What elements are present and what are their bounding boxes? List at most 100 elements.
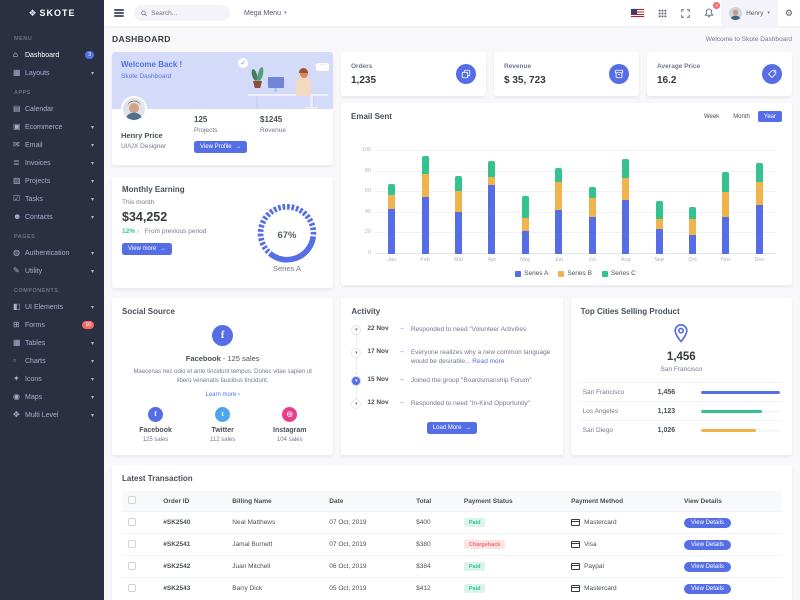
twitter-icon: t — [215, 406, 231, 422]
bar-segment-series-c — [455, 175, 463, 192]
chart-gridline — [375, 232, 776, 234]
table-row: #SK2543 Barry Dick 05 Oct, 2019 $412 Paid Mas… — [122, 577, 782, 599]
social-account-name: Instagram — [273, 426, 307, 434]
range-button-month[interactable]: Month — [733, 113, 750, 120]
sidebar-item-projects[interactable]: ▧ Projects ▾ — [0, 172, 104, 190]
top-cities-table: San Francisco 1,456 Los Angeles 1,123 San Di… — [580, 382, 782, 439]
user-menu-button[interactable]: Henry ▾ — [721, 0, 778, 26]
profile-stat-revenue: $1245 Revenue — [260, 115, 287, 134]
activity-date: 22 Nov — [367, 325, 389, 332]
mega-menu-button[interactable]: Mega Menu ▾ — [244, 10, 286, 17]
load-more-button[interactable]: Load More → — [426, 421, 478, 434]
row-select-cell — [122, 555, 158, 578]
search-icon — [141, 10, 147, 16]
view-profile-button[interactable]: View Profile → — [194, 141, 248, 153]
sidebar-item-ecommerce[interactable]: ▣ Ecommerce ▾ — [0, 118, 104, 136]
social-account-instagram[interactable]: ◎ Instagram 104 sales — [256, 406, 323, 443]
payment-method-label: Mastercard — [584, 585, 617, 592]
notifications-button[interactable]: 3 — [697, 0, 721, 26]
sidebar-item-ui-elements[interactable]: ◧ UI Elements ▾ — [0, 298, 104, 316]
sidebar-item-label: Authentication — [25, 249, 70, 257]
sidebar-item-label: UI Elements — [25, 303, 64, 311]
social-account-sales: 104 sales — [276, 436, 303, 443]
sidebar-item-dashboard[interactable]: ⌂ Dashboard 3 — [0, 46, 104, 64]
sidebar-item-charts[interactable]: ▫ Charts ▾ — [0, 352, 104, 370]
legend-item-series-b: Series B — [558, 270, 592, 277]
select-all-checkbox[interactable] — [128, 496, 136, 504]
row-checkbox[interactable] — [128, 517, 136, 526]
payment-status-cell: Paid — [457, 577, 566, 599]
bar-segment-series-a — [622, 200, 630, 254]
row-checkbox[interactable] — [128, 539, 136, 548]
view-more-button[interactable]: View more → — [122, 243, 172, 255]
payment-method-label: Mastercard — [584, 519, 617, 526]
payment-method-label: Visa — [584, 541, 597, 548]
social-account-twitter[interactable]: t Twitter 112 sales — [189, 406, 256, 443]
menu-toggle-icon[interactable] — [114, 8, 124, 19]
fullscreen-button[interactable] — [674, 0, 697, 26]
sidebar-item-authentication[interactable]: ◍ Authentication ▾ — [0, 244, 104, 262]
sidebar-item-label: Invoices — [25, 159, 51, 167]
activity-item: ▾ 17 Nov → Everyone realizes why a new comm… — [351, 348, 552, 367]
bar-segment-series-a — [655, 229, 663, 254]
view-details-cell: View Details — [678, 533, 782, 556]
learn-more-link[interactable]: Learn more › — [205, 391, 240, 398]
sidebar-item-contacts[interactable]: ☻ Contacts ▾ — [0, 208, 104, 226]
city-bar-track — [701, 428, 780, 432]
bar-segment-series-c — [555, 167, 563, 182]
range-button-week[interactable]: Week — [703, 113, 720, 120]
sidebar: ❖ SKOTE MENU ⌂ Dashboard 3 ▦ Layouts ▾ APPS ▤ Cal… — [0, 0, 104, 600]
view-details-button[interactable]: View Details — [684, 539, 731, 550]
read-more-link[interactable]: Read more — [472, 358, 505, 366]
sidebar-item-invoices[interactable]: ≣ Invoices ▾ — [0, 154, 104, 172]
bar-segment-series-b — [622, 177, 630, 201]
main-area: Mega Menu ▾ 3 Henr — [104, 0, 800, 600]
range-button-year[interactable]: Year — [757, 111, 782, 122]
bar-group-jun — [542, 151, 575, 254]
city-bar-track — [701, 409, 780, 413]
sidebar-item-calendar[interactable]: ▤ Calendar — [0, 100, 104, 118]
city-row-san-francisco: San Francisco 1,456 — [580, 382, 782, 401]
us-flag-icon — [631, 9, 645, 17]
search-input[interactable] — [151, 9, 223, 17]
settings-button[interactable]: ⚙ — [778, 0, 800, 26]
social-account-facebook[interactable]: f Facebook 125 sales — [122, 406, 189, 443]
date-cell: 07 Oct, 2019 — [323, 511, 411, 534]
sidebar-item-forms[interactable]: ⊞ Forms 10 — [0, 316, 104, 334]
row-checkbox[interactable] — [128, 561, 136, 570]
view-details-button[interactable]: View Details — [684, 583, 731, 594]
sidebar-item-maps[interactable]: ◉ Maps ▾ — [0, 388, 104, 406]
payment-method-cell: Visa — [565, 533, 679, 556]
chart-range-buttons: Week Month Year — [698, 111, 782, 122]
apps-grid-button[interactable] — [651, 0, 674, 26]
sidebar-badge: 10 — [82, 321, 94, 329]
arrow-right-icon: → — [398, 398, 405, 406]
sidebar-item-layouts[interactable]: ▦ Layouts ▾ — [0, 64, 104, 82]
sidebar-badge: 3 — [85, 51, 94, 59]
ecommerce-icon: ▣ — [13, 122, 21, 131]
sidebar-item-utility[interactable]: ✎ Utility ▾ — [0, 262, 104, 280]
chevron-down-icon: ▾ — [90, 196, 94, 203]
sidebar-item-tasks[interactable]: ☑ Tasks ▾ — [0, 190, 104, 208]
view-details-button[interactable]: View Details — [684, 561, 731, 572]
legend-label: Series C — [610, 270, 636, 277]
activity-date: 15 Nov — [367, 375, 389, 383]
sidebar-item-tables[interactable]: ▦ Tables ▾ — [0, 334, 104, 352]
bar-segment-series-c — [521, 196, 529, 218]
payment-status-cell: Paid — [457, 555, 566, 578]
layouts-icon: ▦ — [13, 68, 21, 77]
row-checkbox[interactable] — [128, 583, 136, 592]
order-id-cell: #SK2542 — [157, 555, 227, 578]
view-details-button[interactable]: View Details — [684, 517, 731, 528]
sidebar-item-multi-level[interactable]: ✥ Multi Level ▾ — [0, 406, 104, 424]
language-flag-button[interactable] — [624, 0, 651, 26]
bar-segment-series-a — [488, 185, 496, 254]
chevron-down-icon: ▾ — [90, 340, 94, 347]
activity-text: Responded to need "Volunteer Activities — [410, 326, 527, 333]
brand-logo[interactable]: ❖ SKOTE — [0, 0, 104, 26]
chevron-down-icon: ▾ — [90, 412, 94, 419]
sidebar-item-email[interactable]: ✉ Email ▾ — [0, 136, 104, 154]
transactions-table: Order ID Billing Name Date Total Payment Sta… — [122, 491, 782, 599]
sidebar-item-icons[interactable]: ✦ Icons ▾ — [0, 370, 104, 388]
